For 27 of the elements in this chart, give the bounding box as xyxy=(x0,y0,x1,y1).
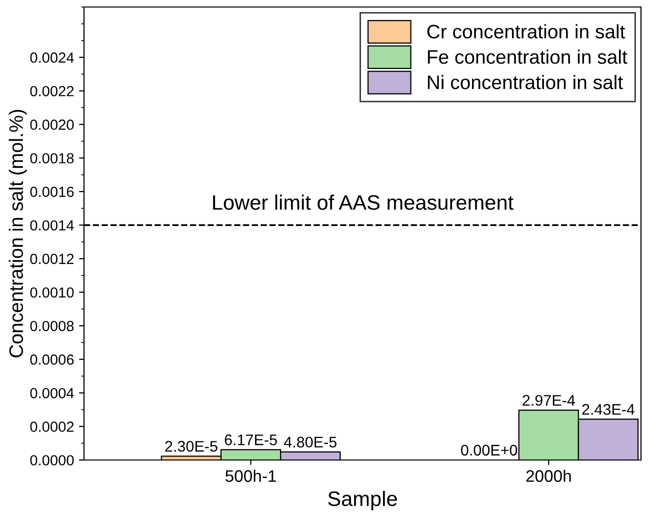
text: 0.0016 xyxy=(30,186,74,197)
legend-label: Cr concentration in salt xyxy=(427,24,626,38)
data-label: 2.30E-5 xyxy=(165,440,218,452)
data-label: 4.80E-5 xyxy=(284,436,336,448)
y-axis-title: Concentration in salt (mol.%) xyxy=(8,110,27,358)
text: 0.0010 xyxy=(30,287,74,298)
x-tick-label: 2000h xyxy=(526,470,571,482)
text: 0.0000 xyxy=(30,455,74,466)
legend-label: Ni concentration in salt xyxy=(428,74,623,90)
text: 0.0008 xyxy=(30,320,74,332)
text: 0.0014 xyxy=(30,220,74,231)
ref-line-label: Lower limit of AAS measurement xyxy=(213,194,514,210)
x-tick-label: 500h-1 xyxy=(226,470,276,482)
text: 0.0018 xyxy=(30,153,74,164)
text: 0.0012 xyxy=(30,254,74,264)
text: 0.0024 xyxy=(30,52,74,63)
data-label: 2.97E-4 xyxy=(522,394,575,406)
data-label: 2.43E-4 xyxy=(582,404,635,415)
text: 0.0002 xyxy=(30,422,74,432)
text: 0.0020 xyxy=(30,120,74,130)
data-label: 0.00E+0 xyxy=(461,444,518,456)
x-axis-title: Sample xyxy=(328,490,397,510)
data-label: 6.17E-5 xyxy=(224,434,277,446)
text: 0.0022 xyxy=(30,86,74,96)
text: 0.0004 xyxy=(30,388,74,398)
text: 0.0006 xyxy=(30,354,74,365)
legend-label: Fe concentration in salt xyxy=(428,50,628,64)
